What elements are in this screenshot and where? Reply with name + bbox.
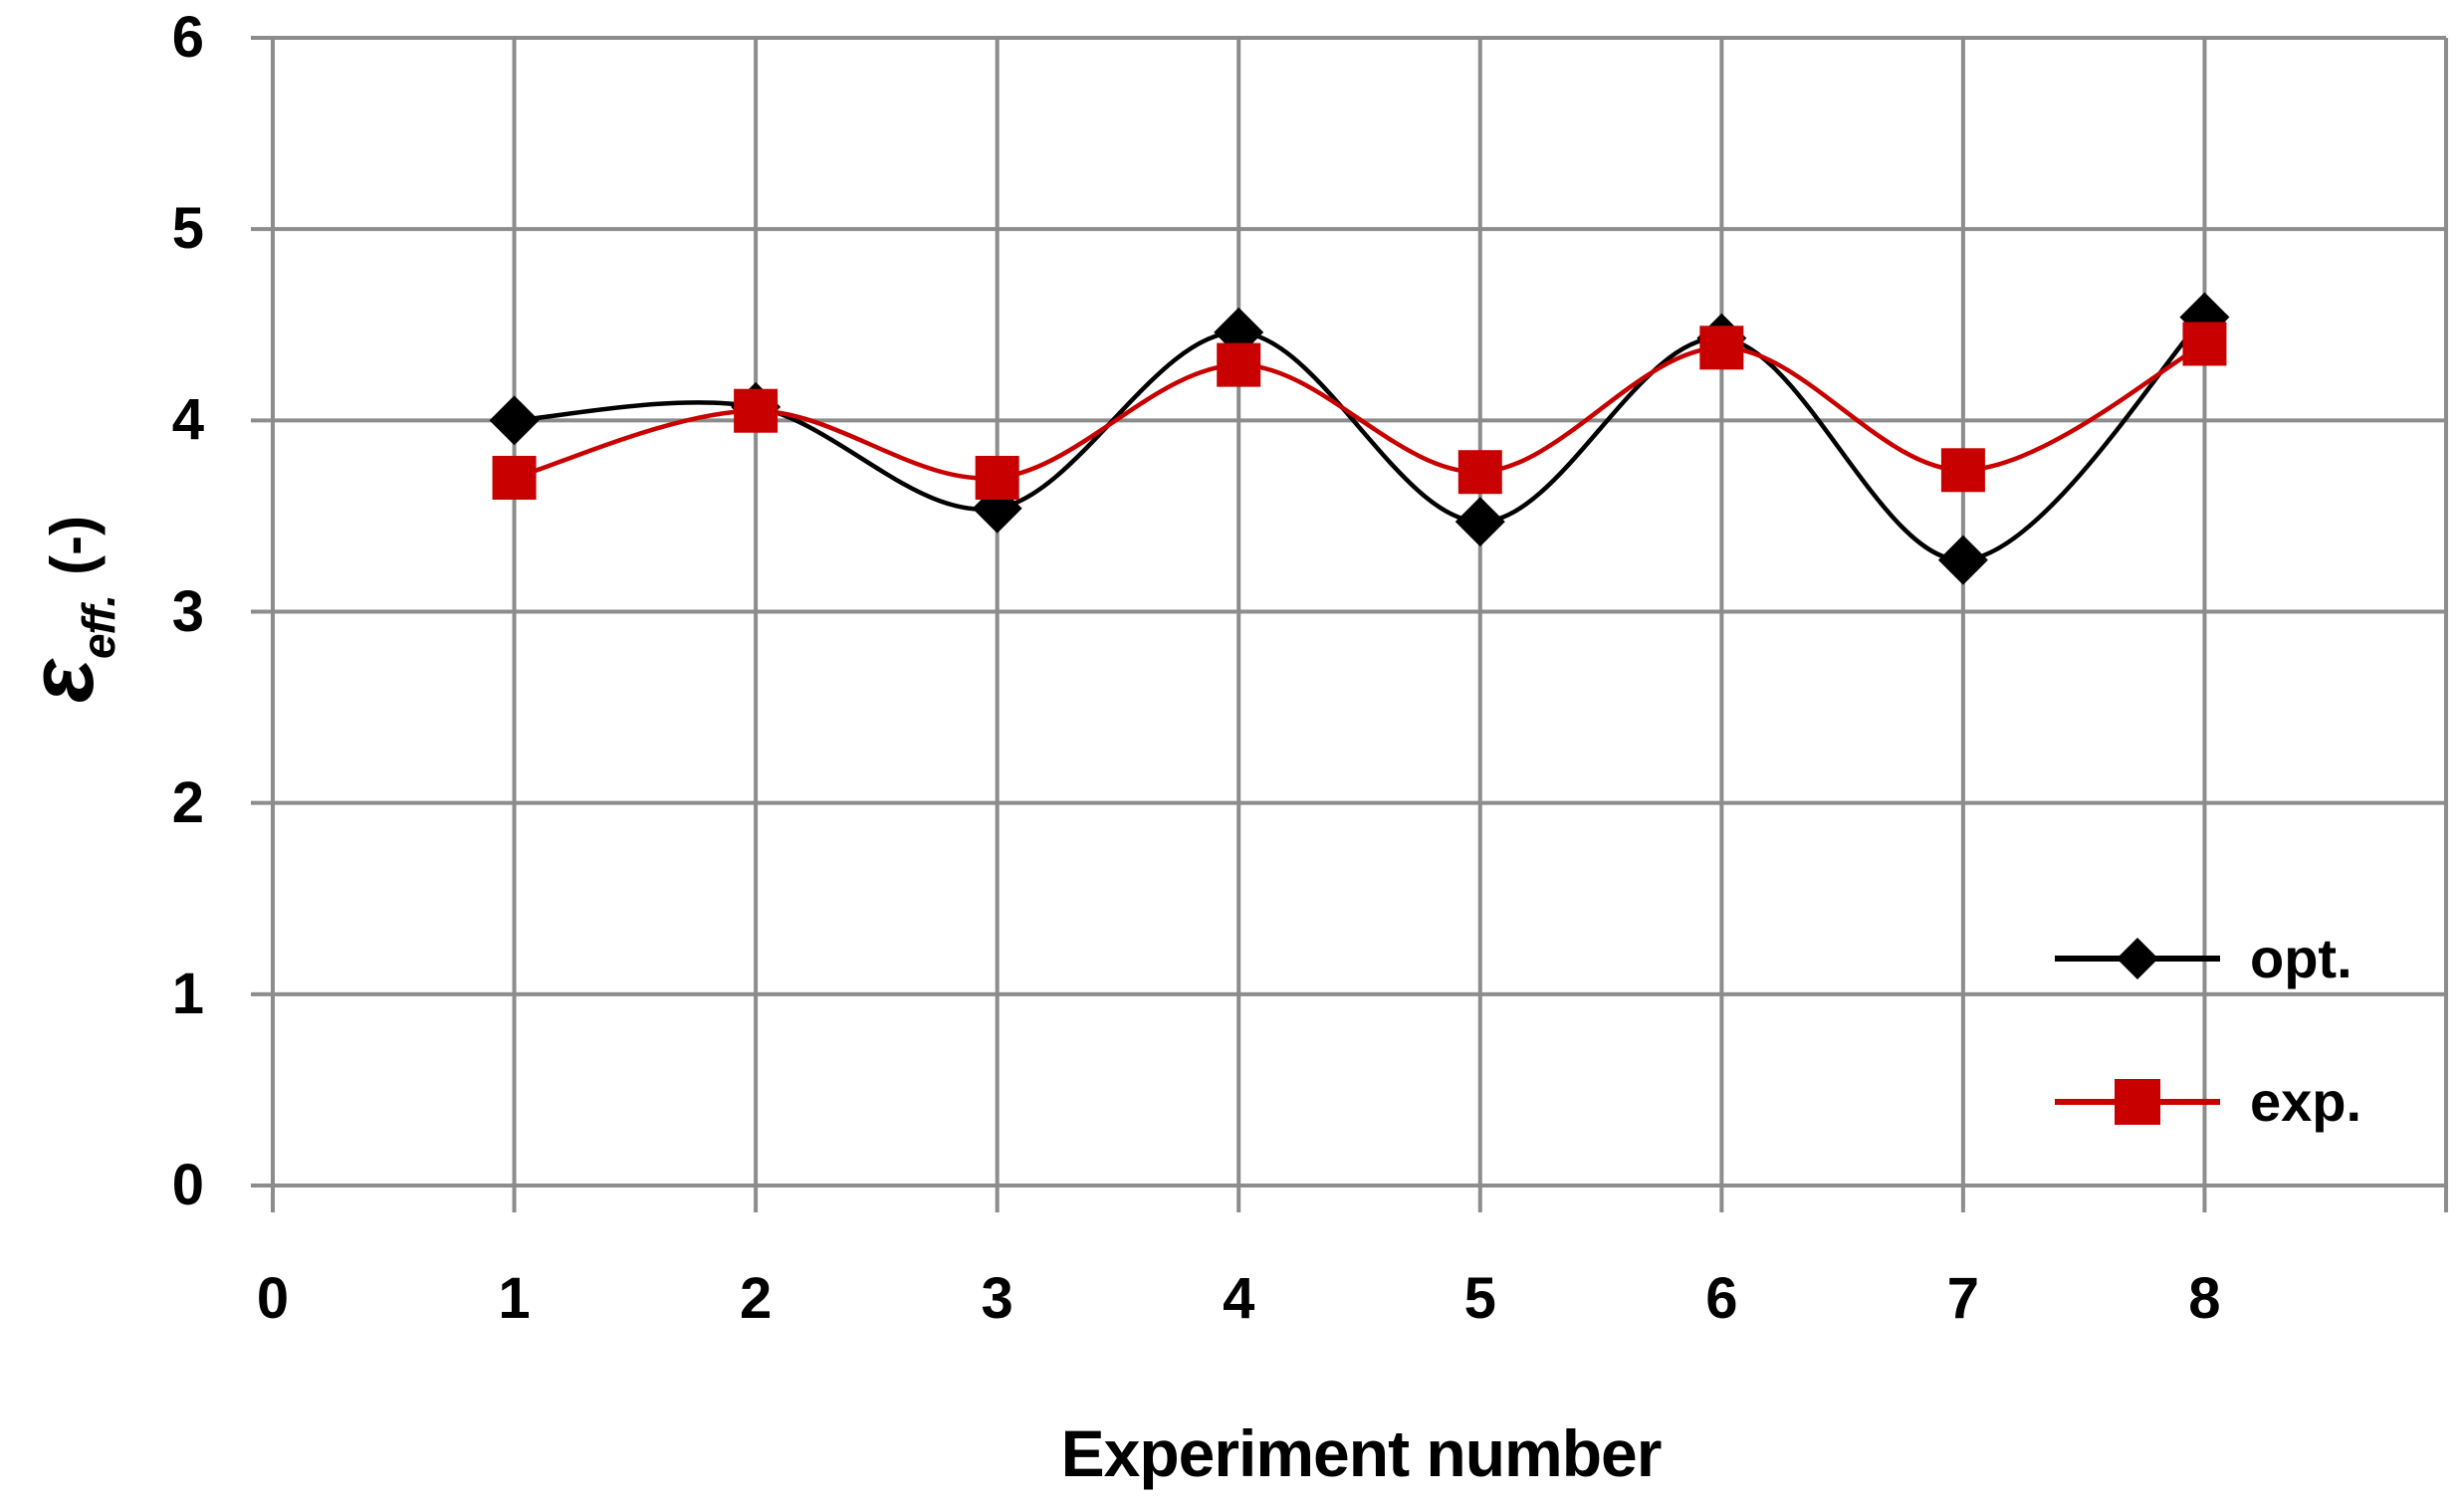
- legend-entry-opt: opt.: [2053, 927, 2361, 990]
- y-axis-units: (-): [39, 515, 106, 575]
- square-marker: [734, 388, 779, 433]
- y-tick-label-3: 3: [171, 578, 204, 644]
- x-tick-label-4: 4: [1223, 1266, 1255, 1331]
- x-tick-label-3: 3: [981, 1266, 1013, 1331]
- legend-label-exp: exp.: [2250, 1070, 2362, 1133]
- legend-label-opt: opt.: [2250, 927, 2352, 989]
- square-marker: [975, 455, 1019, 500]
- opt-series-line: [514, 316, 2206, 562]
- diamond-marker: [1937, 535, 1988, 585]
- x-axis-title: Experiment number: [1060, 1416, 1663, 1490]
- y-axis-title: εeff. (-): [10, 516, 125, 703]
- legend-entry-exp: exp.: [2053, 1070, 2361, 1134]
- square-marker: [1940, 448, 1985, 493]
- x-tick-label-0: 0: [256, 1266, 290, 1331]
- y-tick-label-4: 4: [171, 387, 204, 453]
- diamond-marker: [1455, 497, 1505, 547]
- x-tick-label-5: 5: [1463, 1266, 1496, 1331]
- square-marker: [1217, 342, 1261, 387]
- y-tick-label-0: 0: [171, 1153, 204, 1217]
- exp-line-square-marker-icon: [2055, 1079, 2220, 1125]
- y-tick-label-5: 5: [171, 196, 204, 262]
- diamond-marker: [489, 395, 540, 446]
- y-tick-label-2: 2: [171, 769, 204, 835]
- x-tick-label-8: 8: [2188, 1266, 2221, 1331]
- square-marker: [1699, 325, 1744, 370]
- opt-series-markers: [489, 292, 2230, 585]
- legend: opt. exp.: [2053, 927, 2361, 1134]
- x-tick-label-1: 1: [498, 1266, 531, 1331]
- exp-series-line: [513, 341, 2206, 481]
- gridlines: [251, 36, 2448, 1212]
- square-marker: [1457, 450, 1502, 495]
- opt-line-diamond-marker-icon: [2055, 938, 2220, 979]
- x-tick-label-2: 2: [739, 1266, 773, 1331]
- y-tick-label-1: 1: [171, 961, 204, 1026]
- y-axis-subscript: eff.: [73, 594, 124, 660]
- y-axis-symbol: ε: [11, 659, 112, 704]
- x-tick-label-7: 7: [1946, 1266, 1980, 1331]
- exp-series-markers: [492, 322, 2227, 500]
- x-tick-label-6: 6: [1705, 1266, 1738, 1331]
- square-marker: [2182, 322, 2227, 366]
- square-marker: [492, 455, 537, 500]
- y-tick-label-6: 6: [171, 5, 204, 70]
